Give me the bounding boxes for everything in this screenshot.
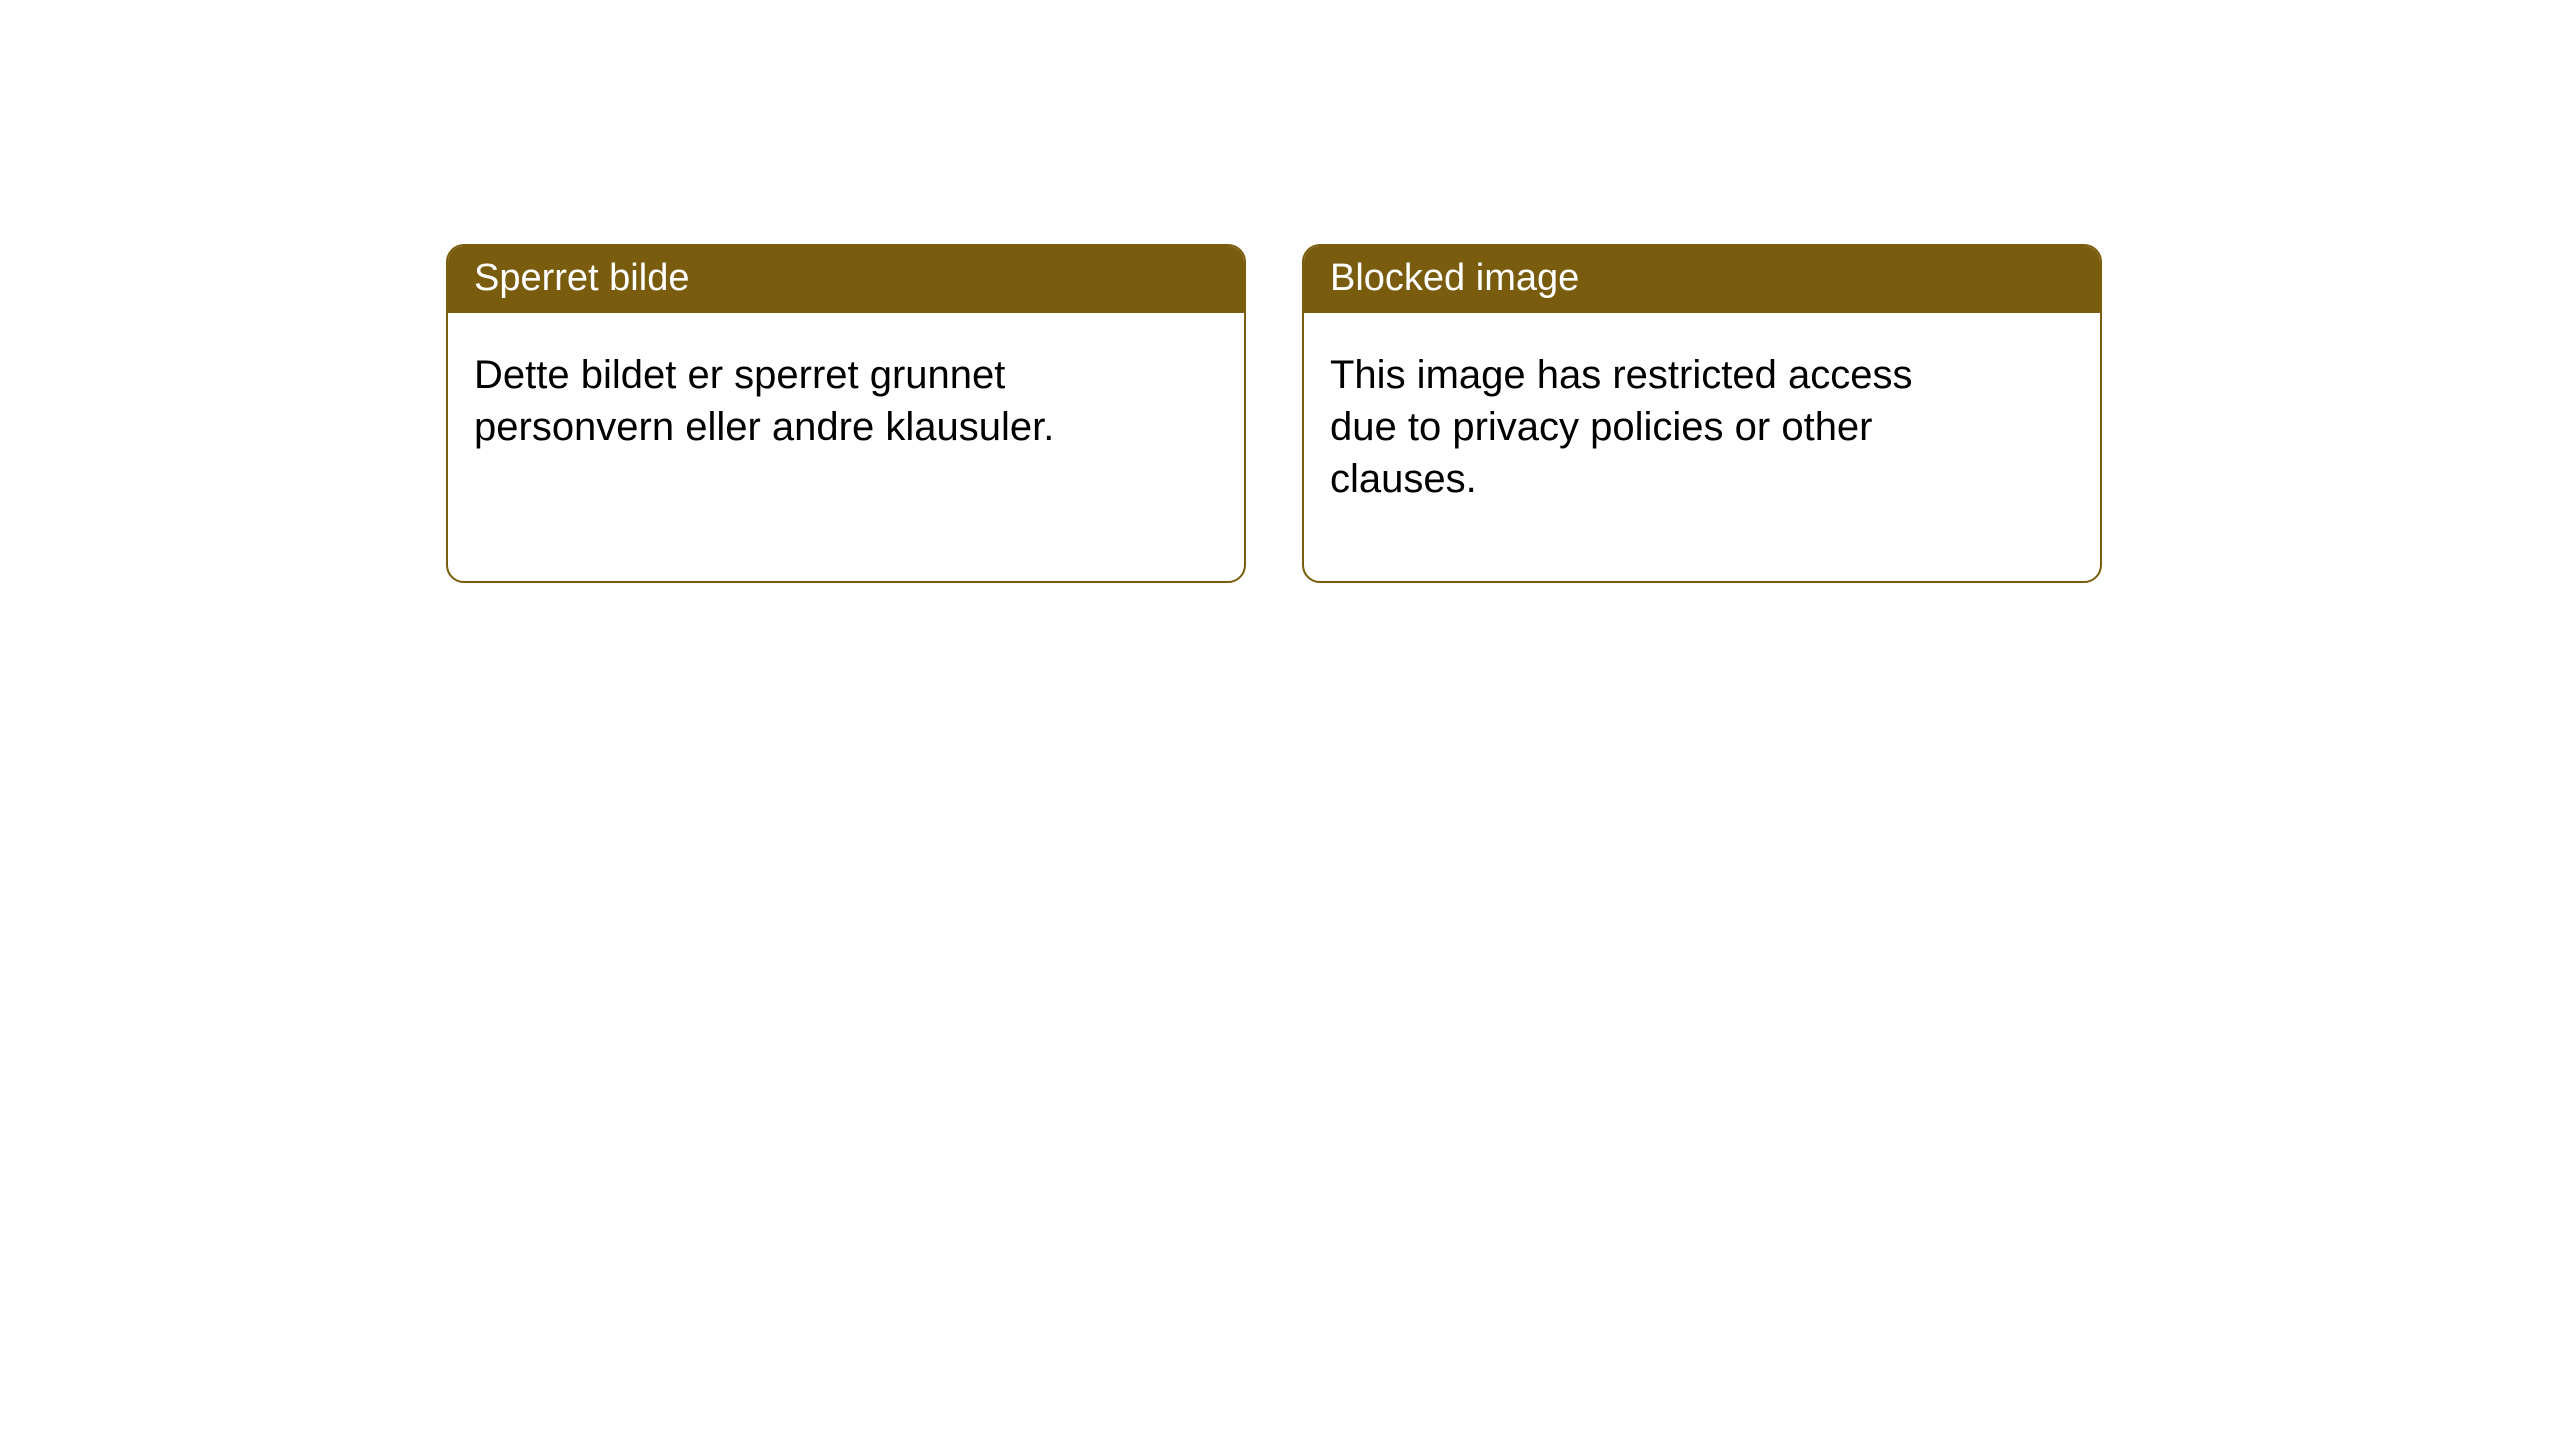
notice-body-norwegian: Dette bildet er sperret grunnet personve… [448, 313, 1148, 581]
notice-box-norwegian: Sperret bilde Dette bildet er sperret gr… [446, 244, 1246, 583]
notice-body-english: This image has restricted access due to … [1304, 313, 2004, 581]
notice-container: Sperret bilde Dette bildet er sperret gr… [446, 244, 2102, 583]
notice-title-norwegian: Sperret bilde [448, 246, 1244, 313]
notice-box-english: Blocked image This image has restricted … [1302, 244, 2102, 583]
notice-title-english: Blocked image [1304, 246, 2100, 313]
